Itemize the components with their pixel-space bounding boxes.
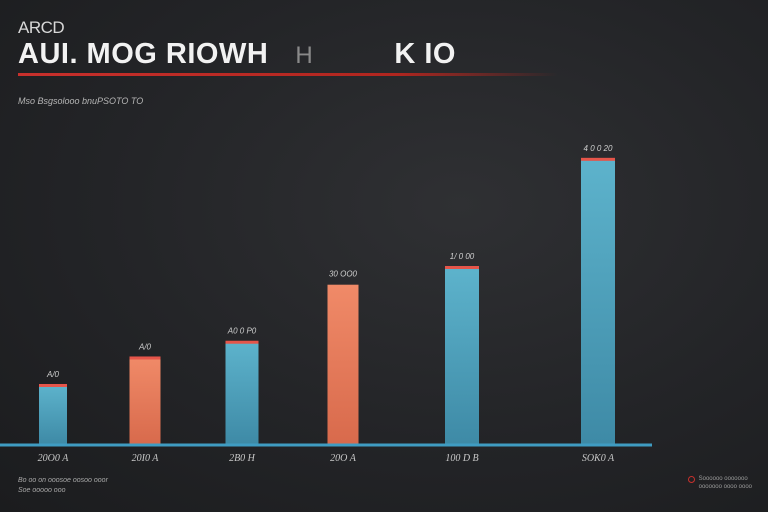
bar-cap-0 — [39, 384, 67, 387]
title-main: AUI. MOG RIOWH — [18, 38, 269, 70]
x-tick-labels: 20O0 A 20I0 A 2B0 H 20O A 100 D B SOK0 A — [38, 453, 615, 464]
data-label-1: A/0 — [138, 342, 152, 351]
bar-cap-4 — [445, 266, 479, 269]
chart-title: AUI. MOG RIOWH H K IO — [18, 38, 456, 71]
x-tick-label-5: SOK0 A — [582, 453, 615, 464]
x-tick-label-0: 20O0 A — [38, 453, 70, 464]
x-tick-label-2: 2B0 H — [229, 453, 256, 464]
footnote: Bo oo on ooosoe oosoo ooor Soe ooooo ooo — [18, 476, 108, 496]
chart-subtitle: Mso Bsgsolooo bnuPSOTO TO — [18, 96, 144, 106]
data-label-3: 30 OO0 — [329, 270, 358, 279]
data-label-5: 4 0 0 20 — [584, 144, 613, 153]
bar-4 — [445, 267, 479, 444]
title-underline — [18, 73, 558, 76]
bar-1 — [129, 357, 161, 444]
bar-cap-2 — [225, 340, 259, 344]
bars-group: A/0 A/0 A0 0 P0 30 OO0 1/ 0 00 4 0 0 20 — [39, 144, 615, 445]
chart-kicker: ARCD — [18, 18, 65, 37]
footnote-line-2: Soe ooooo ooo — [18, 487, 66, 494]
bar-cap-1 — [129, 356, 161, 360]
bar-0 — [39, 385, 67, 444]
bar-cap-5 — [581, 157, 615, 161]
x-tick-label-4: 100 D B — [445, 453, 478, 464]
source-line-2: ooooooo oooo oooo — [698, 484, 752, 490]
source-note: Soooooo ooooooo ooooooo oooo oooo — [687, 475, 752, 491]
title-dim: H — [295, 42, 314, 69]
data-label-2: A0 0 P0 — [227, 327, 257, 336]
x-tick-label-3: 20O A — [330, 453, 357, 464]
bar-3 — [327, 284, 359, 444]
source-marker-icon — [687, 476, 695, 483]
bar-2 — [225, 341, 259, 444]
data-label-4: 1/ 0 00 — [450, 252, 475, 261]
bar-5 — [581, 158, 615, 445]
source-line-1: Soooooo ooooooo — [698, 476, 748, 482]
x-tick-label-1: 20I0 A — [132, 453, 160, 464]
title-tail: K IO — [394, 38, 456, 70]
footnote-line-1: Bo oo on ooosoe oosoo ooor — [18, 477, 108, 484]
data-label-0: A/0 — [46, 370, 60, 379]
